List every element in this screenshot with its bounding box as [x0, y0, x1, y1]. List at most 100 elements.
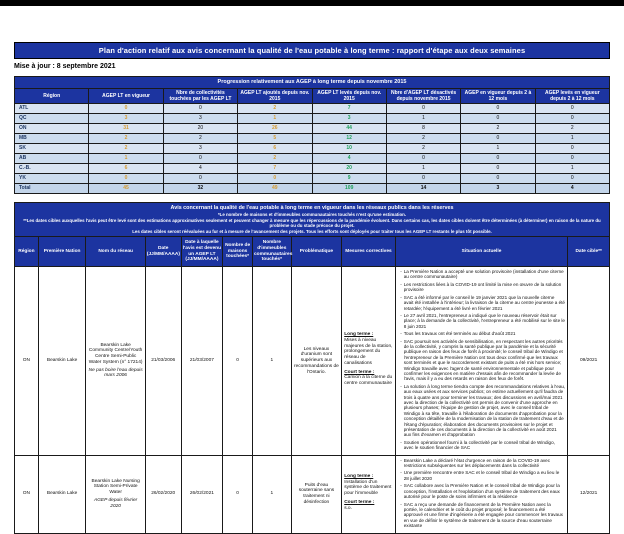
- advisories-banner-title: Avis concernant la qualité de l'eau pota…: [170, 204, 454, 211]
- progression-table: Progression relativement aux AGEP à long…: [13, 76, 611, 194]
- value-cell: 0: [534, 102, 611, 114]
- page-title: Plan d'action relatif aux avis concernan…: [14, 42, 610, 59]
- target-date-cell: 12/2021: [567, 454, 610, 534]
- first-nation-cell: Bearskin Lake: [37, 454, 87, 534]
- value-cell: 10: [311, 142, 387, 154]
- network-cell: Bearskin Lake Nursing Station Semi-Priva…: [85, 454, 146, 534]
- situation-bullet: - SAC a reçu une demande de financement d…: [400, 501, 563, 529]
- value-cell: 20: [311, 162, 387, 174]
- value-cell: 3: [311, 112, 387, 124]
- value-cell: 2: [460, 122, 536, 134]
- value-cell: 0: [534, 172, 611, 184]
- value-cell: 0: [534, 142, 611, 154]
- value-cell: 0: [162, 152, 239, 164]
- measures-cell: Long terme : Mises à niveau majeures de …: [341, 266, 396, 456]
- total-cell: 32: [162, 182, 239, 194]
- measures-long-label: Long terme :: [344, 332, 374, 337]
- value-cell: 6: [237, 142, 313, 154]
- measures-short-text: Camion à la citerne du centre communauta…: [344, 375, 393, 386]
- value-cell: 2: [88, 142, 164, 154]
- situation-bullet: - Bearskin Lake a déclaré l'état d'urgenc…: [400, 457, 551, 469]
- col-mesures: Mesures correctives: [341, 236, 396, 268]
- value-cell: 0: [385, 152, 462, 164]
- value-cell: 3: [162, 142, 239, 154]
- measures-short-label: Court terme :: [344, 369, 375, 375]
- value-cell: 0: [88, 172, 164, 184]
- col-leves: AGEP LT levés depuis nov. 2015: [311, 87, 387, 104]
- col-problematique: Problématique: [290, 236, 343, 268]
- value-cell: 0: [534, 152, 611, 164]
- value-cell: 0: [460, 112, 536, 124]
- updated-date: Mise à jour : 8 septembre 2021: [14, 63, 116, 70]
- homes-cell: 0: [222, 454, 253, 534]
- value-cell: 0: [162, 102, 239, 114]
- value-cell: 5: [237, 132, 313, 144]
- measures-long-text: Installation d'un système de traitement …: [344, 479, 392, 497]
- table-row: MB 2 2 5 12 2 0 1: [13, 132, 611, 144]
- value-cell: 0: [460, 162, 536, 174]
- situation-bullet: - SAC collabore avec la Première Nation e…: [400, 483, 560, 500]
- value-cell: 26: [237, 122, 313, 134]
- region-label: AB: [13, 152, 90, 164]
- col-desactives: Nbre d'AGEP LT désactivés depuis novembr…: [385, 87, 462, 104]
- region-cell: ON: [14, 454, 39, 534]
- col-date-agep-lt: Date à laquelle l'avis est devenu un AGE…: [180, 236, 224, 268]
- network-name: Bearskin Lake Nursing Station Semi-Priva…: [91, 478, 140, 496]
- table-row: YK 0 0 0 9 0 0 0: [13, 172, 611, 184]
- situation-cell: - Bearskin Lake a déclaré l'état d'urgenc…: [394, 454, 569, 534]
- value-cell: 2: [162, 132, 239, 144]
- value-cell: 0: [88, 102, 164, 114]
- network-note: Ne pas boire l'eau depuis mars 2006: [88, 367, 143, 379]
- col-ajoutes: AGEP LT ajoutés depuis nov. 2015: [237, 87, 313, 104]
- value-cell: 0: [534, 112, 611, 124]
- total-cell: 4: [534, 182, 611, 194]
- measures-cell: Long terme : Installation d'un système d…: [341, 454, 396, 534]
- value-cell: 3: [88, 112, 164, 124]
- col-vigueur-2-12: AGEP en vigueur depuis 2 à 12 mois: [460, 87, 536, 104]
- document-page: Plan d'action relatif aux avis concernan…: [0, 42, 624, 534]
- advisories-table-banner: Avis concernant la qualité de l'eau pota…: [14, 201, 610, 238]
- buildings-cell: 1: [251, 454, 292, 534]
- situation-bullet: - Soutien opérationnel fourni à la collec…: [400, 439, 555, 451]
- situation-bullet: - La solution à long terme tiendra compte…: [400, 383, 566, 438]
- table-row: ATL 0 0 2 7 0 0 0: [13, 102, 611, 114]
- value-cell: 8: [385, 122, 462, 134]
- value-cell: 0: [385, 172, 462, 184]
- value-cell: 7: [311, 102, 387, 114]
- advisories-banner-note-3: Les dates cibles seront réévaluées au fu…: [132, 228, 492, 234]
- value-cell: 2: [385, 132, 462, 144]
- total-cell: 14: [385, 182, 462, 194]
- situation-bullet: - Le 27 avril 2021, l'entrepreneur a indi…: [400, 312, 565, 329]
- advisories-banner-note-2: **Les dates cibles auxquelles l'avis peu…: [23, 217, 601, 229]
- value-cell: 0: [162, 172, 239, 184]
- homes-cell: 0: [222, 266, 253, 456]
- network-name: Bearskin Lake Community Centre/Youth Cen…: [88, 342, 143, 365]
- value-cell: 0: [460, 132, 536, 144]
- total-cell: 45: [88, 182, 164, 194]
- col-collectivites: Nbre de collectivités touchées par les A…: [162, 87, 239, 104]
- advisories-table: Avis concernant la qualité de l'eau pota…: [14, 201, 610, 534]
- col-premiere-nation: Première Nation: [37, 236, 87, 268]
- table-row: ON Bearskin Lake Bearskin Lake Nursing S…: [14, 454, 610, 534]
- value-cell: 2: [237, 102, 313, 114]
- target-date-cell: 09/2021: [567, 266, 610, 456]
- table-row: QC 3 3 1 3 1 0 0: [13, 112, 611, 124]
- date-lt-cell: 21/03/2007: [180, 266, 224, 456]
- region-label: ON: [13, 122, 90, 134]
- region-label: C.-B.: [13, 162, 90, 174]
- situation-cell: - La Première Nation a accepté une soluti…: [394, 266, 569, 456]
- region-label: SK: [13, 142, 90, 154]
- advisories-banner-note-1: *Le nombre de maisons et d'immeubles com…: [217, 212, 407, 218]
- table-row: SK 2 3 6 10 2 1 0: [13, 142, 611, 154]
- col-date: Date (JJ/MM/AAAA): [144, 236, 182, 268]
- situation-bullet: - Une première rencontre entre SAC et le …: [400, 470, 560, 481]
- region-label: QC: [13, 112, 90, 124]
- value-cell: 4: [162, 162, 239, 174]
- measures-long-label: Long terme :: [344, 473, 374, 479]
- problem-cell: Puits d'eau souterraine sans traitement …: [290, 454, 343, 534]
- col-maisons: Nombre de maisons touchées*: [222, 236, 253, 268]
- col-situation: Situation actuelle: [394, 236, 569, 268]
- situation-bullet: - Tous les travaux ont été terminés au dé…: [400, 331, 516, 337]
- table-row: ON Bearskin Lake Bearskin Lake Community…: [14, 266, 610, 456]
- problem-cell: Les niveaux d'uranium sont supérieurs au…: [290, 266, 343, 456]
